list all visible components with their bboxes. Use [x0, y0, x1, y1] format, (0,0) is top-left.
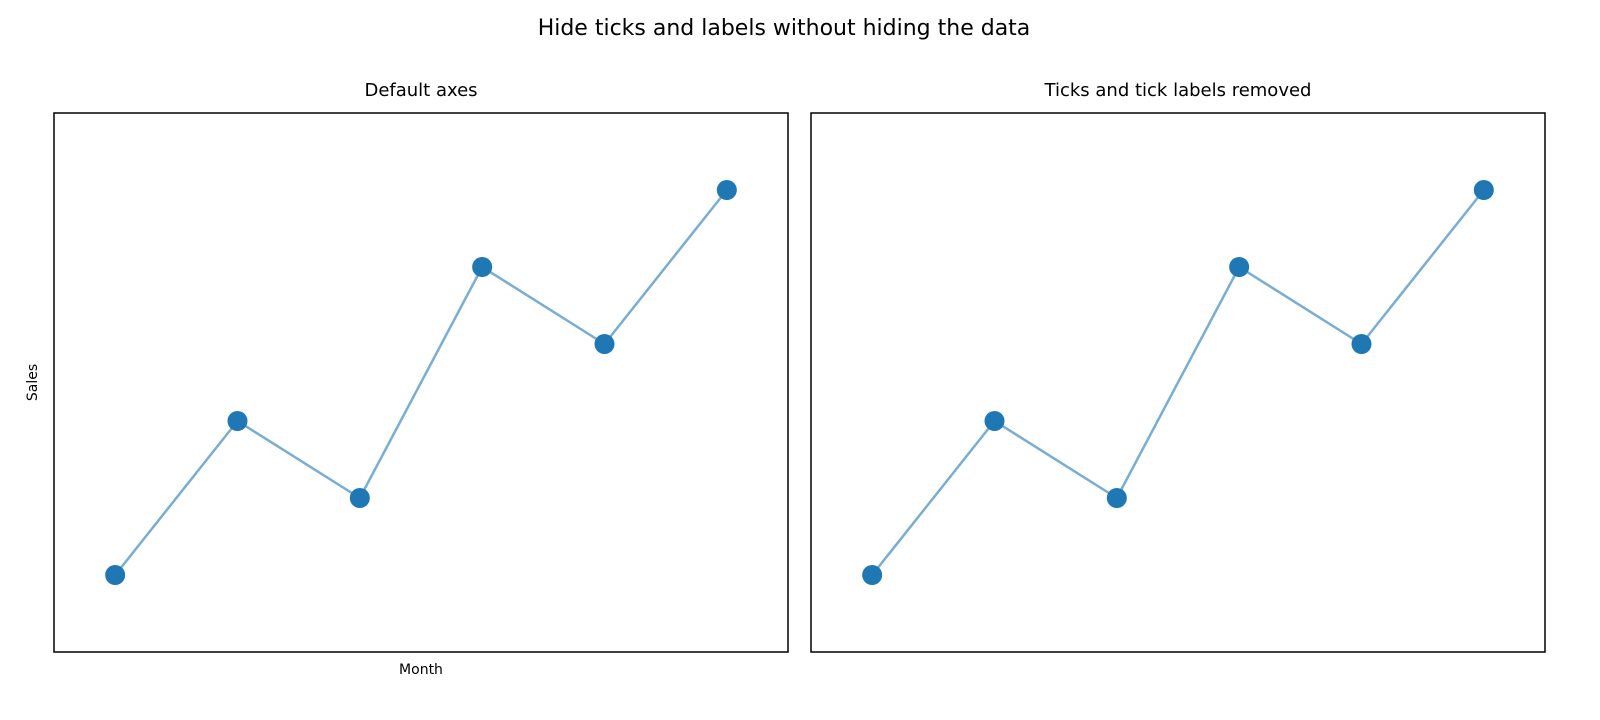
- data-point: [1351, 334, 1372, 354]
- axes-title: Ticks and tick labels removed: [1044, 80, 1312, 101]
- data-point: [594, 334, 615, 354]
- data-point: [105, 565, 126, 585]
- axes-frame: [810, 112, 1546, 653]
- x-axis-label: Month: [399, 662, 443, 678]
- data-point: [1106, 488, 1127, 508]
- data-point: [984, 411, 1005, 431]
- figure-title: Hide ticks and labels without hiding the…: [538, 16, 1031, 41]
- data-point: [472, 257, 493, 277]
- series-line: [114, 189, 728, 576]
- series-line: [871, 189, 1485, 576]
- data-point: [349, 488, 370, 508]
- data-point: [862, 565, 883, 585]
- y-axis-label: Sales: [25, 364, 41, 401]
- data-point: [227, 411, 248, 431]
- axes-title: Default axes: [364, 80, 477, 101]
- data-point: [1229, 257, 1250, 277]
- data-point: [716, 180, 737, 200]
- data-point: [1473, 180, 1494, 200]
- axes-frame: [53, 112, 789, 653]
